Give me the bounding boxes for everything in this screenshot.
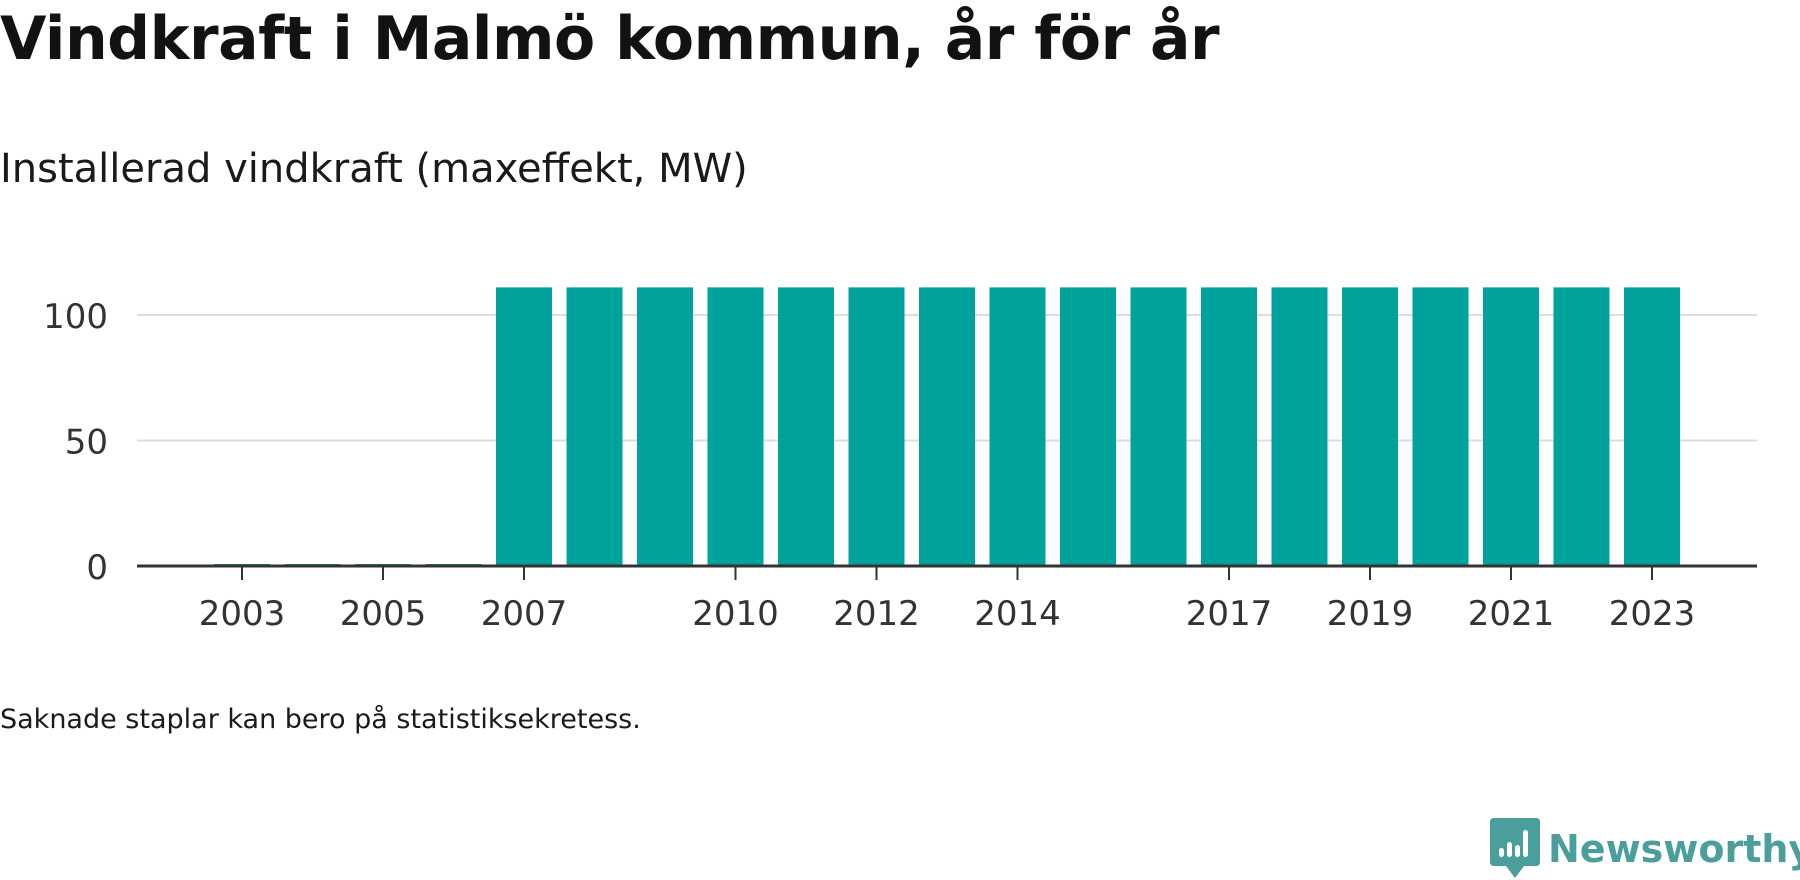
bar-2022 — [1553, 287, 1610, 566]
bar-2015 — [1060, 287, 1116, 566]
y-tick-label: 0 — [86, 548, 108, 588]
x-tick-label: 2007 — [481, 594, 568, 634]
brand-logo: Newsworthy — [1490, 818, 1800, 880]
bar-2019 — [1342, 287, 1398, 566]
bar-2020 — [1412, 287, 1469, 566]
bar-2009 — [637, 287, 693, 566]
y-tick-label: 100 — [43, 297, 108, 337]
bar-2021 — [1483, 287, 1539, 566]
y-tick-label: 50 — [65, 423, 108, 463]
x-tick-label: 2019 — [1327, 594, 1414, 634]
bar-2010 — [707, 287, 764, 566]
x-tick-label: 2023 — [1609, 594, 1696, 634]
x-tick-label: 2021 — [1468, 594, 1555, 634]
chart-title: Vindkraft i Malmö kommun, år för år — [0, 4, 1220, 74]
bar-2011 — [778, 287, 834, 566]
x-tick-label: 2014 — [974, 594, 1061, 634]
newsworthy-chat-bars-icon — [1490, 818, 1540, 878]
x-axis-tick-labels: 2003 2005 2007 2010 2012 2014 2017 2019 2021 2023 — [199, 594, 1696, 634]
x-tick-label: 2010 — [692, 594, 779, 634]
chart-subtitle: Installerad vindkraft (maxeffekt, MW) — [0, 146, 748, 192]
brand-name: Newsworthy — [1548, 827, 1800, 871]
bar-2008 — [566, 287, 623, 566]
bar-2014 — [989, 287, 1046, 566]
x-tick-label: 2012 — [833, 594, 920, 634]
bar-2013 — [919, 287, 975, 566]
bar-2023 — [1624, 287, 1680, 566]
bar-2012 — [848, 287, 905, 566]
bar-2017 — [1201, 287, 1257, 566]
bar-2016 — [1130, 287, 1187, 566]
footnote: Saknade staplar kan bero på statistiksek… — [0, 704, 641, 735]
x-tick-label: 2003 — [199, 594, 286, 634]
x-tick-label: 2017 — [1186, 594, 1273, 634]
x-axis — [137, 564, 1757, 580]
bar-2007 — [496, 287, 552, 566]
bars — [214, 287, 1680, 566]
bar-2018 — [1271, 287, 1328, 566]
y-axis-tick-labels: 0 50 100 — [43, 297, 108, 588]
x-tick-label: 2005 — [340, 594, 427, 634]
